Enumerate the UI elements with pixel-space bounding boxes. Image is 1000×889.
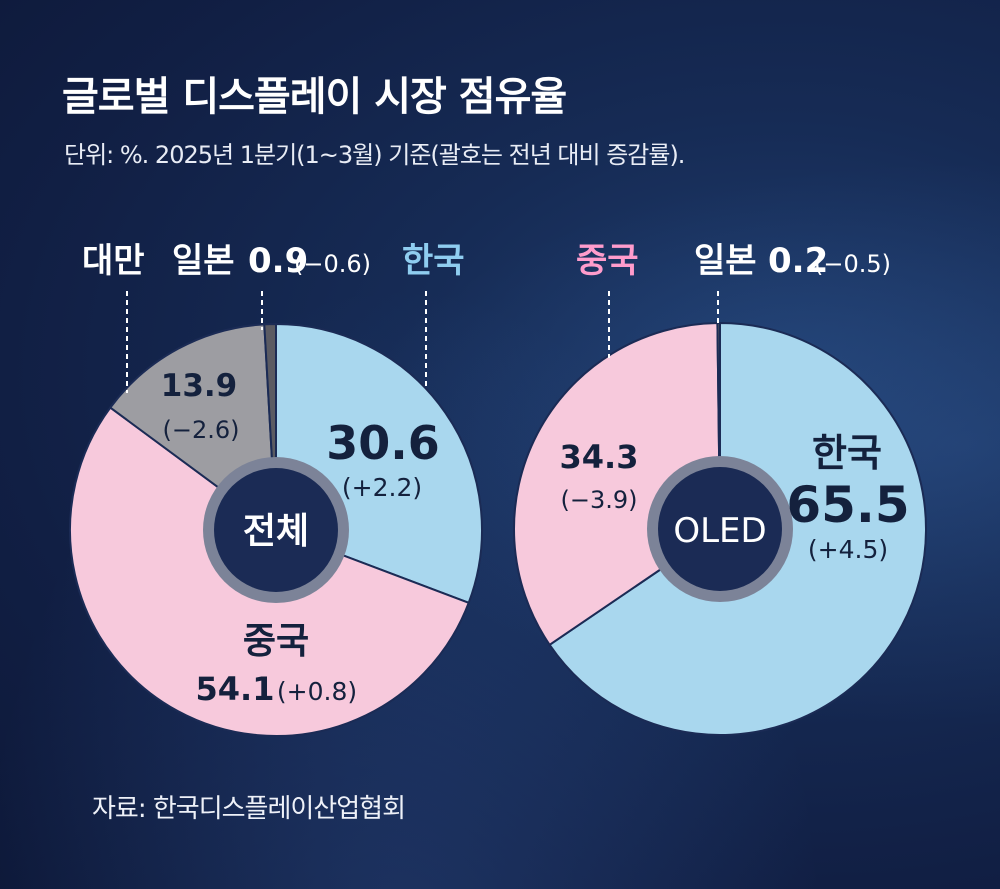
label-oled-china-name: 중국: [576, 241, 639, 281]
label-china-change: (+0.8): [277, 677, 357, 706]
label-oled-china-value: 34.3: [560, 438, 639, 476]
label-japan-change: (−0.6): [294, 250, 371, 278]
label-china-name: 중국: [243, 621, 309, 662]
label-japan-name: 일본: [172, 241, 235, 281]
label-oled-japan-name: 일본: [694, 241, 757, 281]
chart-oled: OLED 중국 일본 0.2 (−0.5) 34.3 (−3.9) 한국 65.…: [513, 241, 927, 736]
label-japan-value: 0.9: [248, 241, 308, 281]
page-title: 글로벌 디스플레이 시장 점유율: [62, 74, 567, 120]
label-oled-china-change: (−3.9): [560, 486, 637, 514]
label-oled-korea-value: 65.5: [786, 476, 909, 534]
label-taiwan-change: (−2.6): [162, 416, 239, 444]
chart-oled-slice-china: [513, 322, 721, 646]
chart-total-center-label: 전체: [243, 511, 309, 552]
chart-total: 전체 대만 일본 0.9 (−0.6) 한국 13.9 (−2.6) 30.6 …: [68, 241, 483, 737]
chart-oled-center-hole: [658, 467, 782, 591]
chart-total-center-hole: [214, 468, 338, 592]
label-taiwan-name: 대만: [82, 241, 145, 281]
label-korea-value: 30.6: [326, 416, 440, 470]
label-korea-name: 한국: [402, 241, 465, 281]
chart-oled-center-label: OLED: [673, 511, 766, 551]
label-oled-korea-name: 한국: [812, 431, 882, 475]
label-korea-change: (+2.2): [342, 473, 422, 502]
label-oled-japan-change: (−0.5): [814, 250, 891, 278]
label-oled-korea-change: (+4.5): [808, 535, 888, 564]
label-china-value: 54.1: [196, 670, 275, 708]
label-oled-japan-value: 0.2: [768, 241, 828, 281]
chart-subtitle: 단위: %. 2025년 1분기(1~3월) 기준(괄호는 전년 대비 증감률)…: [64, 141, 685, 169]
label-taiwan-value: 13.9: [161, 368, 238, 404]
source-note: 자료: 한국디스플레이산업협회: [92, 794, 406, 824]
